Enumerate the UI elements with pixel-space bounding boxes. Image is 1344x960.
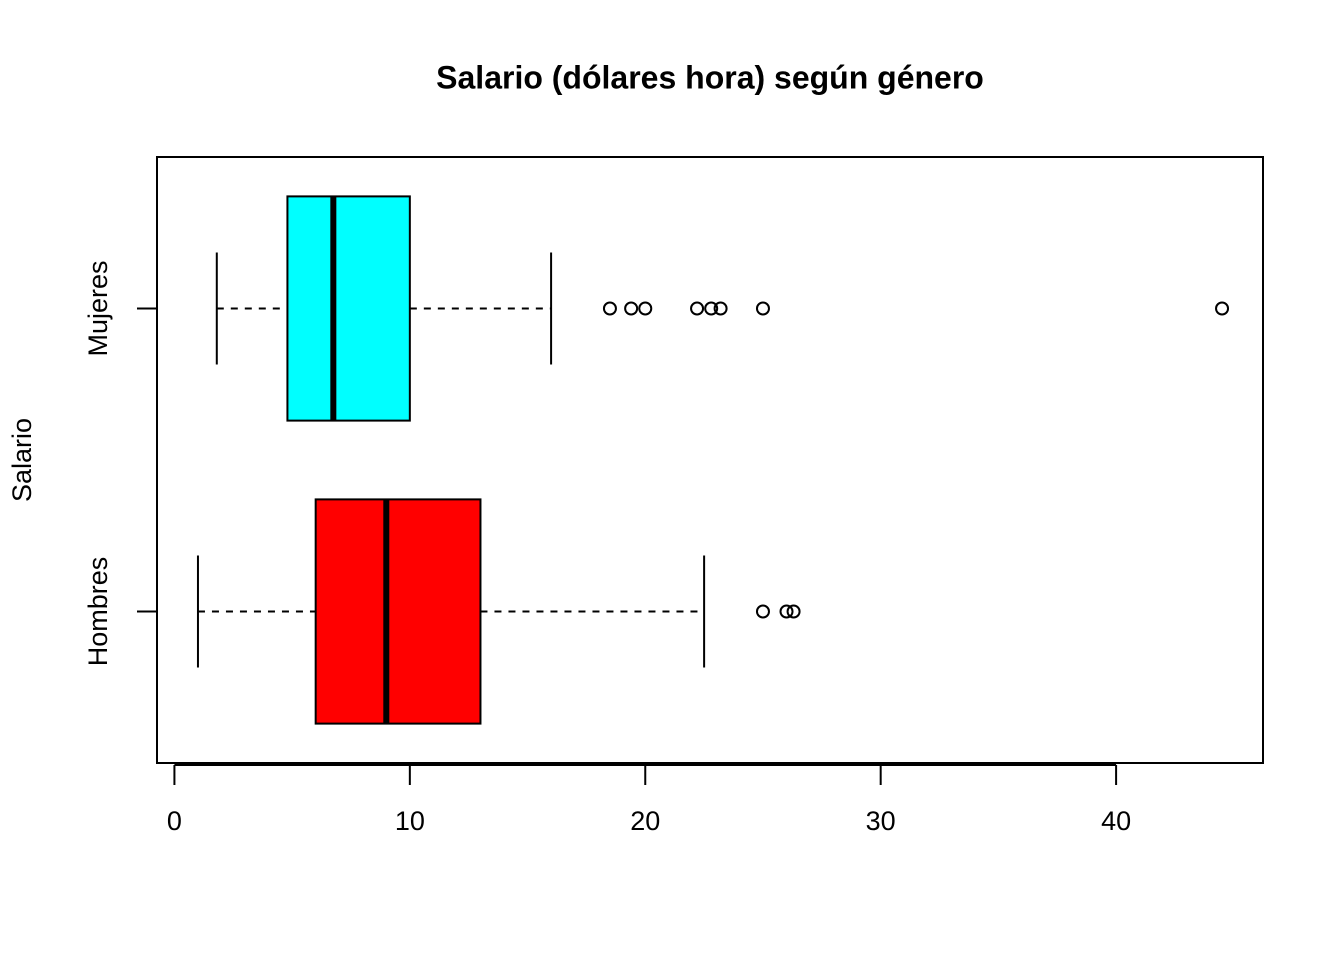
outlier <box>755 301 770 316</box>
outlier <box>1215 301 1230 316</box>
outlier <box>779 604 794 619</box>
box <box>286 195 411 422</box>
plot-frame <box>156 156 1264 764</box>
category-label: Hombres <box>83 557 113 667</box>
outlier <box>713 301 728 316</box>
y-axis-label: Salario <box>7 418 37 502</box>
chart-title: Salario (dólares hora) según género <box>436 59 984 95</box>
outlier <box>704 301 719 316</box>
outlier <box>786 604 801 619</box>
outlier <box>624 301 639 316</box>
x-tick-label: 10 <box>395 806 425 836</box>
x-tick-label: 30 <box>866 806 896 836</box>
outlier <box>690 301 705 316</box>
x-tick-label: 0 <box>167 806 182 836</box>
outlier <box>638 301 653 316</box>
x-tick-label: 20 <box>630 806 660 836</box>
box <box>314 498 482 725</box>
outlier <box>755 604 770 619</box>
outlier <box>602 301 617 316</box>
x-tick-label: 40 <box>1101 806 1131 836</box>
category-label: Mujeres <box>83 260 113 356</box>
